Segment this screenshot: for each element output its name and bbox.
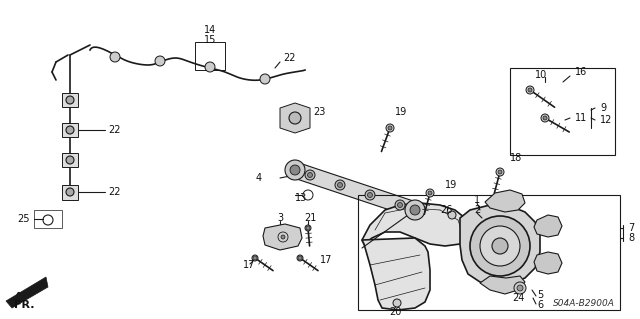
Circle shape xyxy=(66,188,74,196)
Text: 5: 5 xyxy=(537,290,543,300)
Text: 13: 13 xyxy=(295,193,307,203)
Text: 15: 15 xyxy=(204,35,216,45)
Polygon shape xyxy=(62,123,78,137)
Circle shape xyxy=(260,74,270,84)
Circle shape xyxy=(289,112,301,124)
Text: 20: 20 xyxy=(389,307,401,317)
Circle shape xyxy=(110,52,120,62)
Circle shape xyxy=(365,190,375,200)
Circle shape xyxy=(498,170,502,174)
Text: 21: 21 xyxy=(304,213,316,223)
Circle shape xyxy=(426,189,434,197)
Circle shape xyxy=(428,191,432,195)
Text: 23: 23 xyxy=(313,107,325,117)
Circle shape xyxy=(410,205,420,215)
Text: 22: 22 xyxy=(108,187,120,197)
Circle shape xyxy=(393,299,401,307)
Text: 18: 18 xyxy=(510,153,522,163)
Polygon shape xyxy=(62,185,78,200)
Polygon shape xyxy=(480,276,525,294)
Polygon shape xyxy=(280,103,310,133)
Circle shape xyxy=(526,86,534,94)
Polygon shape xyxy=(6,277,48,308)
Circle shape xyxy=(253,256,257,260)
Circle shape xyxy=(298,256,302,260)
Text: 25: 25 xyxy=(17,214,29,224)
Polygon shape xyxy=(263,224,302,250)
Circle shape xyxy=(66,126,74,134)
Circle shape xyxy=(448,211,456,219)
Circle shape xyxy=(290,165,300,175)
Circle shape xyxy=(337,182,342,188)
Polygon shape xyxy=(362,238,430,310)
Circle shape xyxy=(397,203,403,207)
Polygon shape xyxy=(62,153,78,167)
Text: 16: 16 xyxy=(575,67,588,77)
Circle shape xyxy=(66,96,74,104)
Text: 4: 4 xyxy=(256,173,262,183)
Circle shape xyxy=(496,168,504,176)
Circle shape xyxy=(281,235,285,239)
Circle shape xyxy=(541,114,549,122)
Circle shape xyxy=(305,170,315,180)
Circle shape xyxy=(386,124,394,132)
Text: 24: 24 xyxy=(512,293,524,303)
Text: 10: 10 xyxy=(535,70,547,80)
Text: S04A-B2900A: S04A-B2900A xyxy=(553,299,615,308)
Circle shape xyxy=(252,255,258,261)
Circle shape xyxy=(305,225,311,231)
Circle shape xyxy=(205,62,215,72)
Polygon shape xyxy=(534,252,562,274)
Circle shape xyxy=(517,285,523,291)
Circle shape xyxy=(492,238,508,254)
Circle shape xyxy=(297,255,303,261)
Text: 1: 1 xyxy=(474,195,480,205)
Text: 22: 22 xyxy=(283,53,296,63)
Circle shape xyxy=(528,88,532,92)
Text: 17: 17 xyxy=(243,260,255,270)
Circle shape xyxy=(514,282,526,294)
Circle shape xyxy=(285,160,305,180)
Text: 2: 2 xyxy=(474,205,480,215)
Polygon shape xyxy=(485,190,525,212)
Text: 11: 11 xyxy=(575,113,588,123)
Polygon shape xyxy=(62,93,78,107)
Polygon shape xyxy=(534,215,562,237)
Polygon shape xyxy=(362,203,470,246)
Text: 6: 6 xyxy=(537,300,543,310)
Text: 9: 9 xyxy=(600,103,606,113)
Text: 3: 3 xyxy=(277,213,283,223)
Circle shape xyxy=(306,226,310,230)
Circle shape xyxy=(307,173,312,177)
Text: 26: 26 xyxy=(440,205,452,215)
Text: 7: 7 xyxy=(628,223,634,233)
Circle shape xyxy=(395,200,405,210)
Circle shape xyxy=(480,226,520,266)
Text: 14: 14 xyxy=(204,25,216,35)
Circle shape xyxy=(155,56,165,66)
Text: 8: 8 xyxy=(628,233,634,243)
Circle shape xyxy=(405,200,425,220)
Text: 22: 22 xyxy=(108,125,120,135)
Circle shape xyxy=(388,126,392,130)
Circle shape xyxy=(470,216,530,276)
Circle shape xyxy=(335,180,345,190)
Polygon shape xyxy=(292,162,417,218)
Text: 12: 12 xyxy=(600,115,612,125)
Text: 17: 17 xyxy=(320,255,332,265)
Circle shape xyxy=(66,156,74,164)
Circle shape xyxy=(543,116,547,120)
Circle shape xyxy=(367,192,372,197)
Text: FR.: FR. xyxy=(14,300,35,310)
Text: 19: 19 xyxy=(445,180,457,190)
Polygon shape xyxy=(460,205,540,285)
Text: 19: 19 xyxy=(395,107,407,117)
